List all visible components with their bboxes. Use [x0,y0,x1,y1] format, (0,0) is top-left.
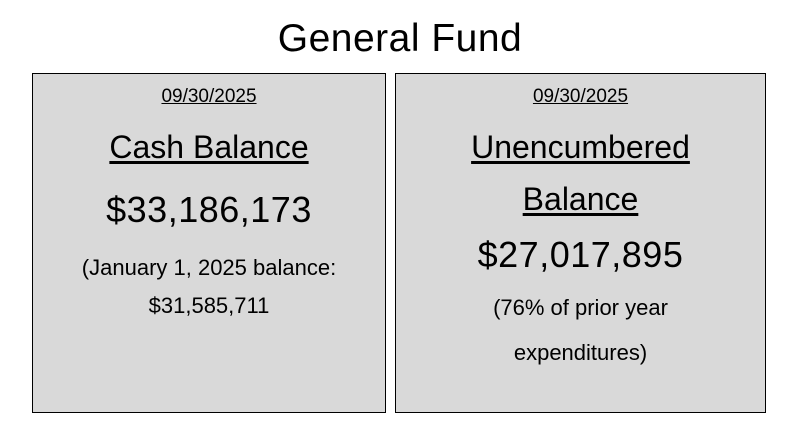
page-title: General Fund [277,17,523,60]
unencumbered-balance-amount: $27,017,895 [477,234,684,275]
unencumbered-balance-note-line2: expenditures) [513,340,648,365]
cash-balance-heading: Cash Balance [109,129,309,165]
cash-balance-date: 09/30/2025 [161,86,257,107]
unencumbered-balance-date: 09/30/2025 [532,86,629,107]
unencumbered-balance-heading-line1: Unencumbered [471,129,690,165]
unencumbered-balance-heading-line2: Balance [522,181,639,217]
cash-balance-note-line2: $31,585,711 [148,293,270,318]
unencumbered-balance-note-line1: (76% of prior year [493,295,668,320]
cash-balance-card: 09/30/2025 Cash Balance $33,186,173 (Jan… [32,73,386,413]
cash-balance-note-line1: (January 1, 2025 balance: [81,255,337,280]
cash-balance-amount: $33,186,173 [106,189,312,230]
unencumbered-balance-card: 09/30/2025 Unencumbered Balance $27,017,… [395,73,766,413]
